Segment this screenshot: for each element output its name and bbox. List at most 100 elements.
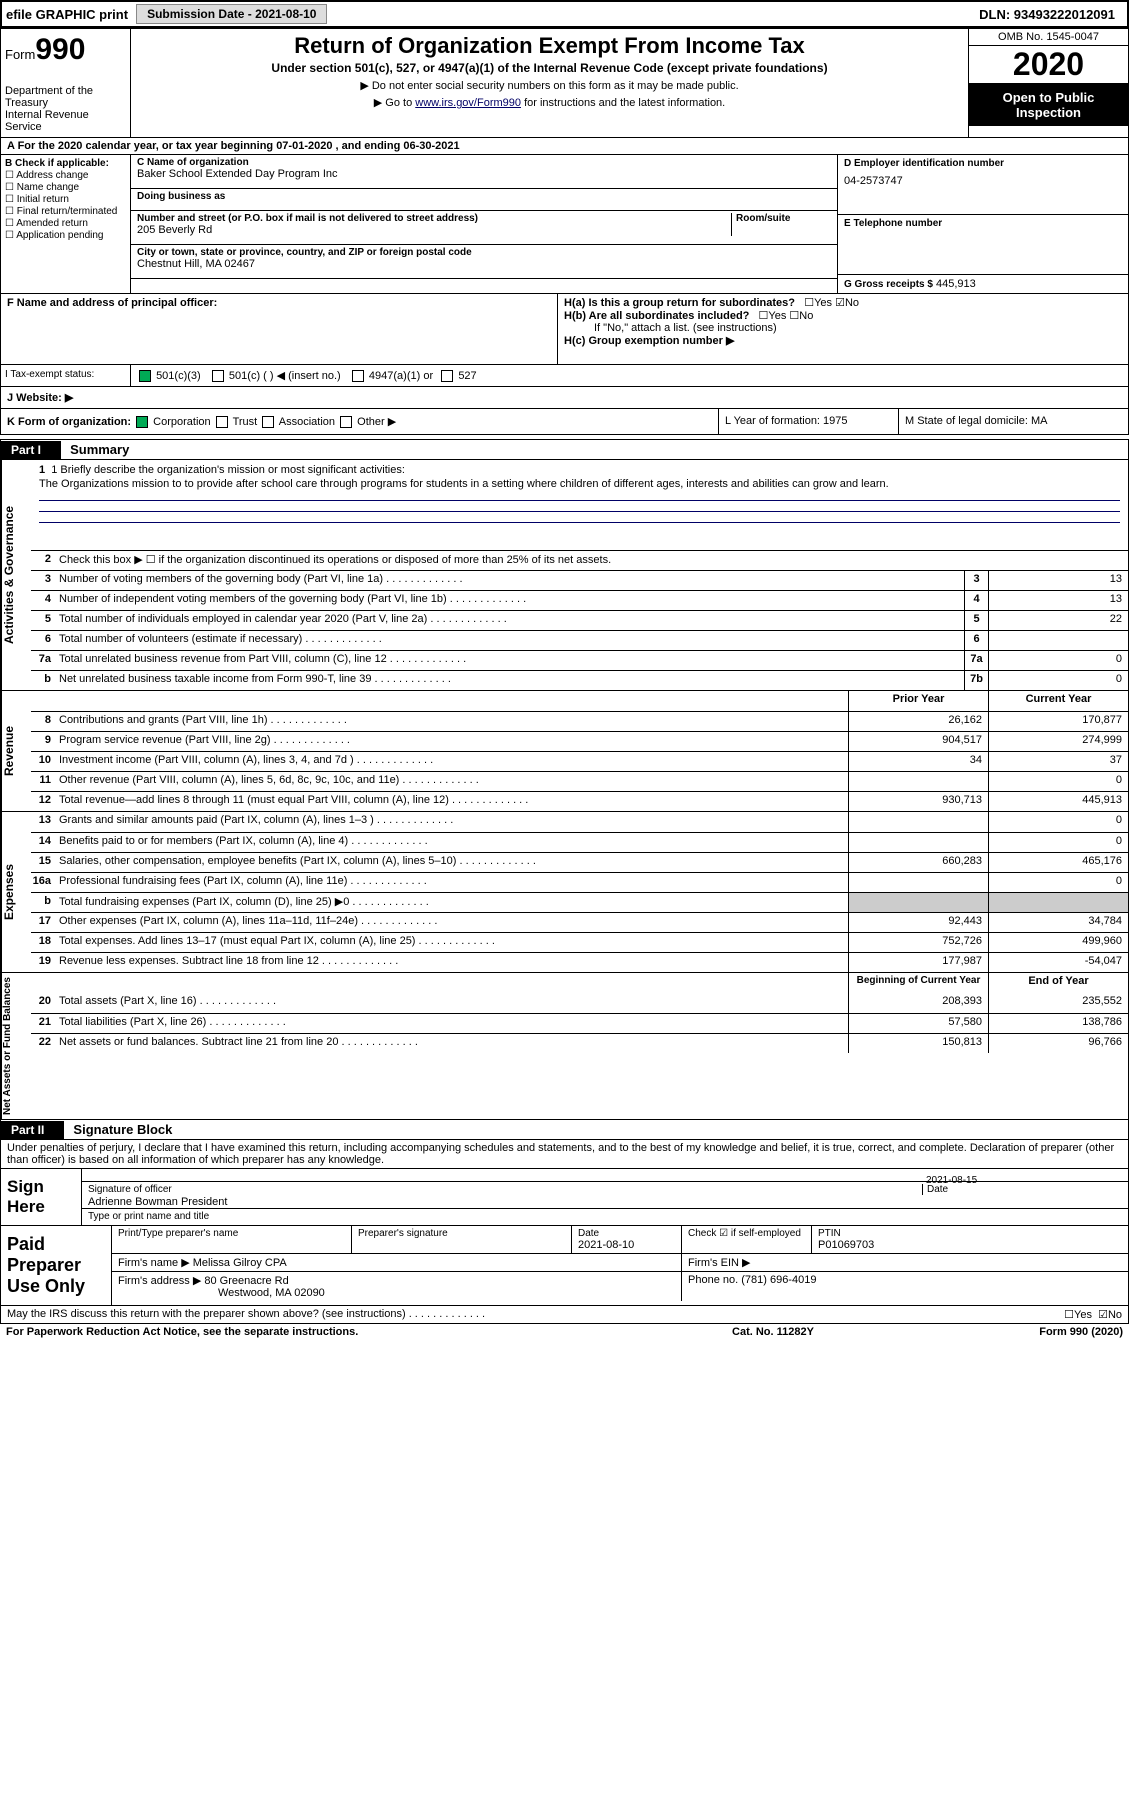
sidebar-net: Net Assets or Fund Balances xyxy=(1,973,31,1119)
prep-row1: Print/Type preparer's name Preparer's si… xyxy=(112,1226,1128,1253)
b-header: B Check if applicable: xyxy=(5,158,126,169)
org-name: Baker School Extended Day Program Inc xyxy=(137,168,831,180)
rev-header: Prior Year Current Year xyxy=(31,691,1128,711)
check-trust[interactable] xyxy=(216,416,228,428)
prep-sig-label: Preparer's signature xyxy=(358,1228,565,1239)
sig-date: 2021-08-15 xyxy=(922,1175,1122,1186)
data-line: 20Total assets (Part X, line 16)208,3932… xyxy=(31,993,1128,1013)
h-group: H(a) Is this a group return for subordin… xyxy=(558,294,1128,364)
data-line: 10Investment income (Part VIII, column (… xyxy=(31,751,1128,771)
ag-line: 7aTotal unrelated business revenue from … xyxy=(31,650,1128,670)
revenue-section: Revenue Prior Year Current Year 8Contrib… xyxy=(0,691,1129,812)
data-line: bTotal fundraising expenses (Part IX, co… xyxy=(31,892,1128,912)
check-4947[interactable] xyxy=(352,370,364,382)
dln: DLN: 93493222012091 xyxy=(979,7,1115,22)
dba-cell: Doing business as xyxy=(131,189,837,211)
hc: H(c) Group exemption number ▶ xyxy=(564,334,1122,347)
f-officer: F Name and address of principal officer: xyxy=(1,294,558,364)
check-corp[interactable] xyxy=(136,416,148,428)
room-label: Room/suite xyxy=(736,213,831,224)
prep-body: Print/Type preparer's name Preparer's si… xyxy=(111,1226,1128,1305)
prep-date-label: Date xyxy=(578,1228,675,1239)
b-addr-change[interactable]: ☐ Address change xyxy=(5,170,126,181)
ssn-note: ▶ Do not enter social security numbers o… xyxy=(135,79,964,92)
prep-name-label: Print/Type preparer's name xyxy=(118,1228,345,1239)
firm-phone: (781) 696-4019 xyxy=(741,1274,816,1286)
form-number: 990 xyxy=(35,33,85,66)
net-section: Net Assets or Fund Balances Beginning of… xyxy=(0,973,1129,1120)
org-name-cell: C Name of organization Baker School Exte… xyxy=(131,155,837,189)
exp-body: 13Grants and similar amounts paid (Part … xyxy=(31,812,1128,972)
net-body: Beginning of Current Year End of Year 20… xyxy=(31,973,1128,1119)
rev-body: Prior Year Current Year 8Contributions a… xyxy=(31,691,1128,811)
check-501c3[interactable] xyxy=(139,370,151,382)
efile-label: efile GRAPHIC print xyxy=(6,7,128,22)
irs-link[interactable]: www.irs.gov/Form990 xyxy=(415,97,521,109)
ein-cell: D Employer identification number 04-2573… xyxy=(838,155,1128,215)
prep-self: Check ☑ if self-employed xyxy=(682,1226,812,1253)
sidebar-expenses: Expenses xyxy=(1,812,31,972)
data-line: 8Contributions and grants (Part VIII, li… xyxy=(31,711,1128,731)
activities-section: Activities & Governance 1 1 Briefly desc… xyxy=(0,460,1129,691)
header-right: OMB No. 1545-0047 2020 Open to Public In… xyxy=(968,29,1128,137)
sig-name-label: Type or print name and title xyxy=(88,1211,1122,1222)
form-word: Form xyxy=(5,47,35,62)
check-other[interactable] xyxy=(340,416,352,428)
part1-title: Summary xyxy=(64,440,135,459)
paid-preparer-label: Paid Preparer Use Only xyxy=(1,1226,111,1305)
goto-note: ▶ Go to www.irs.gov/Form990 for instruct… xyxy=(135,96,964,109)
b-final[interactable]: ☐ Final return/terminated xyxy=(5,206,126,217)
data-line: 13Grants and similar amounts paid (Part … xyxy=(31,812,1128,832)
k-form-org: K Form of organization: Corporation Trus… xyxy=(1,409,718,434)
sidebar-activities: Activities & Governance xyxy=(1,460,31,690)
discuss-row: May the IRS discuss this return with the… xyxy=(0,1306,1129,1324)
line-2: 2 Check this box ▶ ☐ if the organization… xyxy=(31,550,1128,570)
submission-date[interactable]: Submission Date - 2021-08-10 xyxy=(136,4,327,24)
firm-phone-label: Phone no. xyxy=(688,1274,738,1286)
paperwork-notice: For Paperwork Reduction Act Notice, see … xyxy=(6,1326,623,1338)
mission-a: The Organizations mission to to provide … xyxy=(39,478,1120,490)
gross-label: G Gross receipts $ xyxy=(844,279,933,290)
check-assoc[interactable] xyxy=(262,416,274,428)
cat-no: Cat. No. 11282Y xyxy=(623,1326,923,1338)
tax-exempt-row: I Tax-exempt status: 501(c)(3) 501(c) ( … xyxy=(0,365,1129,387)
b-amended[interactable]: ☐ Amended return xyxy=(5,218,126,229)
data-line: 14Benefits paid to or for members (Part … xyxy=(31,832,1128,852)
addr: 205 Beverly Rd xyxy=(137,224,731,236)
sidebar-revenue: Revenue xyxy=(1,691,31,811)
b-initial[interactable]: ☐ Initial return xyxy=(5,194,126,205)
period-row: A For the 2020 calendar year, or tax yea… xyxy=(0,138,1129,155)
firm-addr2: Westwood, MA 02090 xyxy=(118,1287,325,1299)
expenses-section: Expenses 13Grants and similar amounts pa… xyxy=(0,812,1129,973)
footer: For Paperwork Reduction Act Notice, see … xyxy=(0,1324,1129,1340)
penalty-text: Under penalties of perjury, I declare th… xyxy=(1,1140,1128,1168)
prep-date: 2021-08-10 xyxy=(578,1239,675,1251)
signature-block: Under penalties of perjury, I declare th… xyxy=(0,1140,1129,1306)
ptin-label: PTIN xyxy=(818,1228,1122,1239)
ag-body: 1 1 Briefly describe the organization's … xyxy=(31,460,1128,690)
b-pending[interactable]: ☐ Application pending xyxy=(5,230,126,241)
prep-row3: Firm's address ▶ 80 Greenacre RdWestwood… xyxy=(112,1271,1128,1301)
data-line: 16aProfessional fundraising fees (Part I… xyxy=(31,872,1128,892)
check-527[interactable] xyxy=(441,370,453,382)
part2-title: Signature Block xyxy=(67,1120,178,1139)
public-inspection: Open to Public Inspection xyxy=(969,84,1128,126)
tel-cell: E Telephone number xyxy=(838,215,1128,275)
mission-block: 1 1 Briefly describe the organization's … xyxy=(31,460,1128,550)
col-current-year: Current Year xyxy=(988,691,1128,711)
discuss-text: May the IRS discuss this return with the… xyxy=(7,1308,1064,1321)
check-501c[interactable] xyxy=(212,370,224,382)
f-h-row: F Name and address of principal officer:… xyxy=(0,294,1129,365)
b-name-change[interactable]: ☐ Name change xyxy=(5,182,126,193)
data-line: 11Other revenue (Part VIII, column (A), … xyxy=(31,771,1128,791)
k-row: K Form of organization: Corporation Trus… xyxy=(0,409,1129,435)
discuss-opts: ☐Yes ☑No xyxy=(1064,1308,1122,1321)
header-mid: Return of Organization Exempt From Incom… xyxy=(131,29,968,137)
ptin: P01069703 xyxy=(818,1239,1122,1251)
hb: H(b) Are all subordinates included? ☐Yes… xyxy=(564,309,1122,322)
col-prior-year: Prior Year xyxy=(848,691,988,711)
data-line: 22Net assets or fund balances. Subtract … xyxy=(31,1033,1128,1053)
firm-name: Melissa Gilroy CPA xyxy=(193,1257,287,1269)
taxex-opts: 501(c)(3) 501(c) ( ) ◀ (insert no.) 4947… xyxy=(131,365,1128,386)
firm-name-label: Firm's name ▶ xyxy=(118,1257,190,1269)
